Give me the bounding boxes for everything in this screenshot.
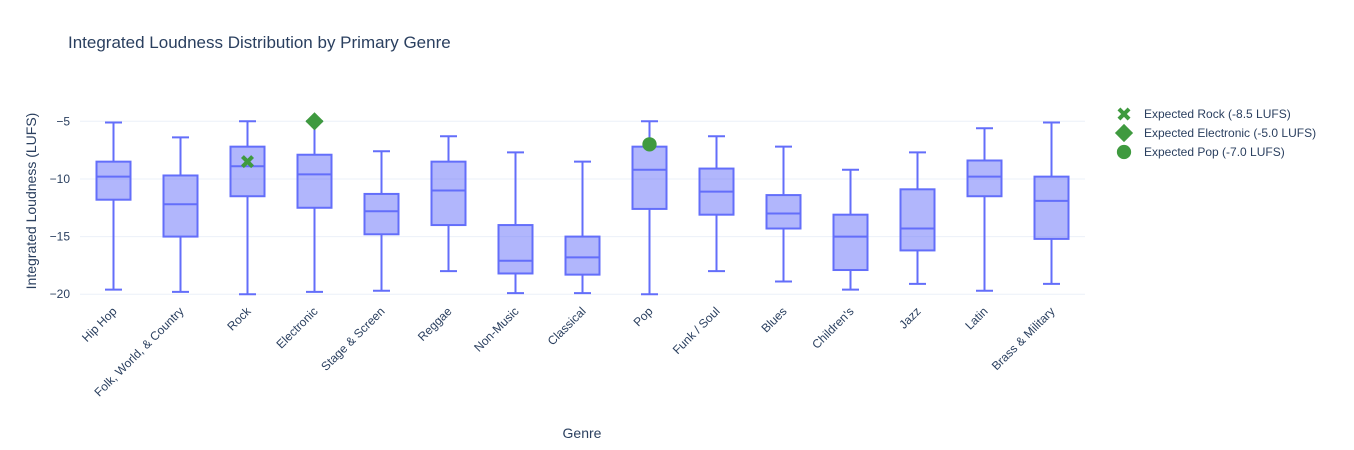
box-folk-world-country[interactable] <box>162 136 199 293</box>
legend[interactable]: Expected Rock (-8.5 LUFS) Expected Electr… <box>1114 107 1316 160</box>
iqr-box[interactable] <box>966 159 1003 198</box>
y-axis-title: Integrated Loudness (LUFS) <box>23 113 39 290</box>
legend-symbol[interactable] <box>1116 144 1132 160</box>
box-classical[interactable] <box>564 160 601 295</box>
legend-symbol[interactable] <box>1117 107 1131 121</box>
legend-label: Expected Rock (-8.5 LUFS) <box>1144 107 1291 121</box>
x-tick-label: Electronic <box>273 304 320 351</box>
box-series[interactable] <box>95 120 1070 296</box>
x-tick-label: Reggae <box>415 304 455 344</box>
box-rock[interactable] <box>229 120 266 296</box>
iqr-box[interactable] <box>832 213 869 272</box>
y-tick-label: −20 <box>50 287 71 301</box>
y-tick-label: −15 <box>50 230 71 244</box>
expected-marker-electronic[interactable] <box>305 112 324 131</box>
x-tick-label: Latin <box>962 304 990 332</box>
x-tick-label: Rock <box>224 304 254 334</box>
expected-marker-pop[interactable] <box>642 137 657 152</box>
iqr-box[interactable] <box>229 145 266 198</box>
iqr-box[interactable] <box>1033 175 1070 240</box>
x-tick-label: Jazz <box>896 304 923 331</box>
box-electronic[interactable] <box>296 120 333 293</box>
iqr-box[interactable] <box>95 160 132 201</box>
iqr-box[interactable] <box>765 194 802 230</box>
iqr-box[interactable] <box>430 160 467 227</box>
box-non-music[interactable] <box>497 151 534 295</box>
x-tick-label: Blues <box>758 304 789 335</box>
legend-label: Expected Pop (-7.0 LUFS) <box>1144 145 1285 159</box>
y-tick-label: −10 <box>50 172 71 186</box>
iqr-box[interactable] <box>363 192 400 236</box>
iqr-box[interactable] <box>296 153 333 209</box>
iqr-box[interactable] <box>631 145 668 210</box>
x-tick-label: Hip Hop <box>79 304 120 345</box>
x-tick-label: Brass & Military <box>989 304 1058 373</box>
box-blues[interactable] <box>765 145 802 283</box>
x-axis-title: Genre <box>563 425 602 441</box>
box-funk-soul[interactable] <box>698 135 735 273</box>
x-tick-label: Pop <box>631 304 656 329</box>
box-pop[interactable] <box>631 120 668 296</box>
box-children-s[interactable] <box>832 168 869 291</box>
legend-symbol[interactable] <box>1114 123 1134 143</box>
iqr-box[interactable] <box>497 224 534 275</box>
x-tick-label: Stage & Screen <box>318 304 387 373</box>
chart-title: Integrated Loudness Distribution by Prim… <box>68 33 451 52</box>
x-tick-label: Non-Music <box>471 304 521 354</box>
box-jazz[interactable] <box>899 151 936 285</box>
box-brass-military[interactable] <box>1033 121 1070 285</box>
y-tick-label: −5 <box>56 114 70 128</box>
expected-markers[interactable] <box>241 112 657 169</box>
legend-item[interactable]: Expected Electronic (-5.0 LUFS) <box>1114 123 1316 143</box>
iqr-box[interactable] <box>162 174 199 238</box>
box-hip-hop[interactable] <box>95 121 132 291</box>
x-tick-label: Classical <box>545 304 589 348</box>
legend-label: Expected Electronic (-5.0 LUFS) <box>1144 126 1316 140</box>
legend-item[interactable]: Expected Pop (-7.0 LUFS) <box>1116 144 1285 160</box>
iqr-box[interactable] <box>564 235 601 276</box>
box-stage-screen[interactable] <box>363 150 400 292</box>
box-latin[interactable] <box>966 127 1003 292</box>
y-axis-ticks: −5 −10 −15 −20 <box>50 114 71 301</box>
x-tick-label: Funk / Soul <box>670 304 723 357</box>
iqr-box[interactable] <box>899 188 936 252</box>
box-reggae[interactable] <box>430 135 467 273</box>
x-tick-label: Children's <box>809 304 856 351</box>
expected-marker-rock[interactable] <box>241 155 254 169</box>
legend-item[interactable]: Expected Rock (-8.5 LUFS) <box>1117 107 1291 121</box>
